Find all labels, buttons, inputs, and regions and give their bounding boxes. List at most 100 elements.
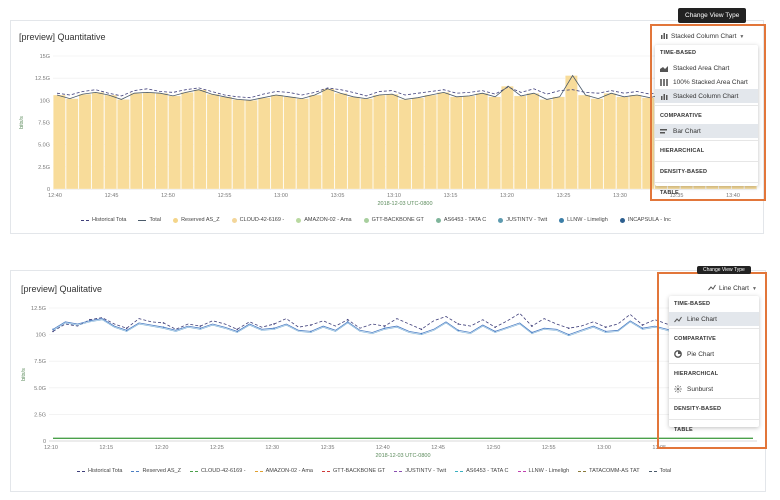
data-point[interactable] <box>162 322 165 324</box>
legend-item[interactable]: Total <box>138 217 161 223</box>
stacked-bar[interactable] <box>475 93 489 190</box>
stacked-bar[interactable] <box>603 93 617 190</box>
stacked-bar[interactable] <box>309 94 322 190</box>
data-point[interactable] <box>273 323 275 325</box>
data-point[interactable] <box>494 330 496 333</box>
menu-item-pie-chart[interactable]: Pie Chart <box>669 347 759 361</box>
data-point[interactable] <box>199 325 202 327</box>
data-point[interactable] <box>52 330 54 333</box>
stacked-bar[interactable] <box>449 96 463 190</box>
stacked-bar[interactable] <box>257 97 271 190</box>
data-point[interactable] <box>236 328 239 331</box>
stacked-bar[interactable] <box>501 85 514 190</box>
data-point[interactable] <box>567 327 570 330</box>
stacked-bar[interactable] <box>117 99 130 190</box>
legend-item[interactable]: Historical Tota <box>77 468 122 474</box>
stacked-bar[interactable] <box>360 98 373 190</box>
menu-item-stacked-column-chart[interactable]: Stacked Column Chart <box>655 89 758 103</box>
stacked-bar[interactable] <box>193 89 207 190</box>
legend-item[interactable]: AMAZON-02 - Ama <box>296 217 352 223</box>
stacked-bar[interactable] <box>245 100 258 190</box>
stacked-bar[interactable] <box>270 94 284 190</box>
stacked-bar[interactable] <box>206 93 220 190</box>
legend-item[interactable]: INCAPSULA - Inc <box>619 217 671 223</box>
data-point[interactable] <box>125 329 128 332</box>
legend-item[interactable]: GTT-BACKBONE GT <box>363 217 424 223</box>
data-point[interactable] <box>125 327 128 330</box>
stacked-bar[interactable] <box>347 96 361 190</box>
data-point[interactable] <box>273 327 275 330</box>
legend-item[interactable]: Historical Tota <box>81 217 126 223</box>
stacked-bar[interactable] <box>539 99 553 190</box>
stacked-bar[interactable] <box>91 92 105 190</box>
data-point[interactable] <box>420 332 423 335</box>
data-point[interactable] <box>162 326 165 328</box>
legend-item[interactable]: CLOUD-42-6169 - <box>189 468 246 474</box>
stacked-bar[interactable] <box>155 93 169 190</box>
stacked-bar[interactable] <box>411 97 425 190</box>
data-point[interactable] <box>641 327 644 330</box>
data-point[interactable] <box>604 330 607 333</box>
stacked-bar[interactable] <box>232 99 245 190</box>
legend-item[interactable]: LLNW - Limeligh <box>517 468 569 474</box>
data-point[interactable] <box>457 329 460 332</box>
stacked-bar[interactable] <box>437 92 450 190</box>
view-type-button[interactable]: Line Chart ▼ <box>708 284 757 293</box>
menu-item-stacked-area-chart[interactable]: Stacked Area Chart <box>655 61 758 75</box>
data-point[interactable] <box>346 321 349 323</box>
stacked-bar[interactable] <box>129 93 143 190</box>
stacked-bar[interactable] <box>616 96 629 190</box>
legend-item[interactable]: AS6453 - TATA C <box>455 468 509 474</box>
stacked-bar[interactable] <box>565 75 578 190</box>
stacked-bar[interactable] <box>373 94 386 190</box>
menu-item-line-chart[interactable]: Line Chart <box>669 312 759 326</box>
menu-item-bar-chart[interactable]: Bar Chart <box>655 124 758 138</box>
stacked-bar[interactable] <box>219 96 233 190</box>
stacked-bar[interactable] <box>526 93 540 190</box>
data-point[interactable] <box>383 325 386 327</box>
stacked-bar[interactable] <box>513 95 527 190</box>
data-point[interactable] <box>457 323 460 325</box>
data-point[interactable] <box>346 318 349 321</box>
data-point[interactable] <box>199 327 202 330</box>
legend-item[interactable]: Reserved AS_Z <box>173 217 220 223</box>
stacked-bar[interactable] <box>552 96 565 190</box>
data-point[interactable] <box>236 330 239 333</box>
legend-item[interactable]: JUSTINTV - Twit <box>394 468 446 474</box>
view-type-button[interactable]: Stacked Column Chart ▼ <box>660 32 744 41</box>
menu-item-sunburst[interactable]: Sunburst <box>669 382 759 396</box>
data-point[interactable] <box>89 319 91 322</box>
stacked-bar[interactable] <box>488 96 501 190</box>
legend-item[interactable]: GTT-BACKBONE GT <box>322 468 385 474</box>
stacked-bar[interactable] <box>65 98 79 190</box>
legend-item[interactable]: Reserved AS_Z <box>131 468 181 474</box>
stacked-bar[interactable] <box>168 95 181 190</box>
stacked-bar[interactable] <box>462 95 476 190</box>
menu-item-100-stacked-area-chart[interactable]: 100% Stacked Area Chart <box>655 75 758 89</box>
stacked-bar[interactable] <box>296 98 309 190</box>
data-point[interactable] <box>604 326 607 328</box>
stacked-bar[interactable] <box>104 94 117 190</box>
stacked-bar[interactable] <box>321 88 335 190</box>
stacked-bar[interactable] <box>53 94 66 190</box>
stacked-bar[interactable] <box>334 93 348 190</box>
legend-item[interactable]: LLNW - Limeligh <box>559 217 608 223</box>
stacked-bar[interactable] <box>142 92 156 190</box>
legend-item[interactable]: Total <box>648 468 671 474</box>
data-point[interactable] <box>52 328 54 331</box>
stacked-bar[interactable] <box>629 94 642 190</box>
legend-item[interactable]: TATACOMM-AS TAT <box>578 468 640 474</box>
stacked-bar[interactable] <box>181 92 194 190</box>
legend-item[interactable]: AMAZON-02 - Ama <box>254 468 313 474</box>
legend-item[interactable]: AS6453 - TATA C <box>435 217 486 223</box>
legend-item[interactable]: CLOUD-42-6169 - <box>231 217 284 223</box>
stacked-bar[interactable] <box>385 93 399 190</box>
data-point[interactable] <box>310 330 312 333</box>
data-point[interactable] <box>494 326 496 328</box>
data-point[interactable] <box>641 324 644 326</box>
data-point[interactable] <box>531 325 533 327</box>
stacked-bar[interactable] <box>590 98 604 190</box>
legend-item[interactable]: JUSTINTV - Twit <box>498 217 547 223</box>
data-point[interactable] <box>420 328 423 331</box>
data-point[interactable] <box>383 327 386 330</box>
